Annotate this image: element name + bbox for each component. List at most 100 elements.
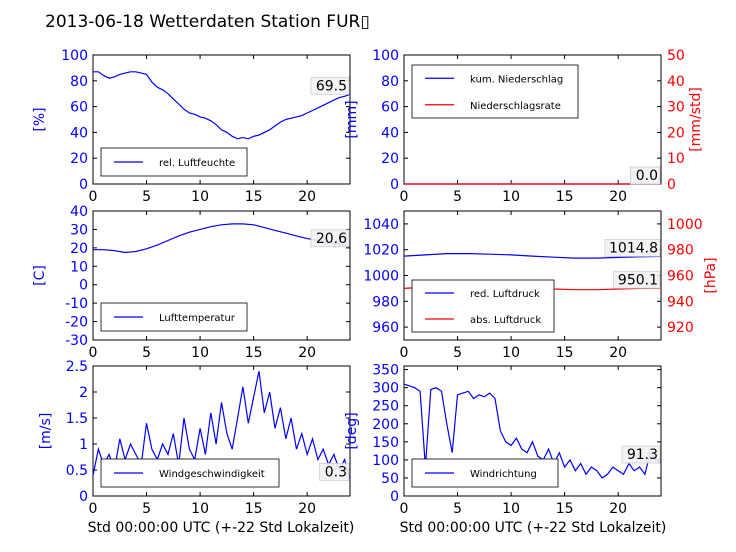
y2-tick-label: 40 [667, 74, 685, 90]
x-tick-label: 5 [453, 345, 462, 361]
y-tick-label: 960 [372, 320, 399, 336]
legend-entry: Niederschlagsrate [470, 101, 561, 112]
y-tick-label: 60 [381, 100, 399, 116]
x-tick-label: 0 [89, 189, 98, 205]
y-tick-label: 980 [372, 294, 399, 310]
x-tick-label: 20 [609, 501, 627, 517]
y-tick-label: 1040 [363, 217, 399, 233]
y-axis-label: [mm] [344, 100, 360, 138]
y-tick-label: 80 [381, 74, 399, 90]
y2-axis-label: [mm/std] [688, 87, 704, 152]
legend-entry: Lufttemperatur [159, 313, 236, 324]
x-tick-label: 10 [191, 501, 209, 517]
y-tick-label: 80 [70, 74, 88, 90]
legend-entry: abs. Luftdruck [470, 315, 541, 326]
x-tick-label: 0 [89, 345, 98, 361]
x-tick-label: 15 [245, 345, 263, 361]
x-tick-label: 0 [89, 501, 98, 517]
x-tick-label: 5 [453, 189, 462, 205]
last-value-label: 20.6 [316, 231, 347, 247]
legend-entry: rel. Luftfeuchte [159, 158, 235, 169]
y-axis-label: [C] [32, 265, 48, 286]
chart-panel-6: 0 5 10 15 20050100150200250300350[deg]91.3Wi… [344, 363, 662, 517]
legend: Windgeschwindigkeit [100, 458, 280, 488]
y-tick-label: 20 [381, 151, 399, 167]
x-tick-label: 15 [556, 501, 574, 517]
y-axis-label: [deg] [344, 412, 360, 449]
x-tick-label: 15 [556, 345, 574, 361]
last-value-label: 950.1 [618, 272, 658, 288]
x-tick-label: 10 [502, 345, 520, 361]
y2-tick-label: 10 [667, 151, 685, 167]
x-tick-label: 20 [609, 189, 627, 205]
legend-box [411, 64, 579, 119]
legend-entry: red. Luftdruck [470, 289, 540, 300]
x-tick-label: 5 [453, 501, 462, 517]
y-tick-label: 10 [70, 259, 88, 275]
x-tick-label: 5 [142, 189, 151, 205]
last-value-box [310, 76, 350, 95]
y2-tick-label: 960 [667, 269, 694, 285]
y2-tick-label: 0 [667, 177, 676, 193]
x-tick-label: 10 [502, 501, 520, 517]
chart-panel-2: 0 5 10 15 20 0 20 40 60 80 100 0 10 20 30 40 50 [mm] [mm/s… [344, 48, 704, 205]
y-tick-label: 350 [372, 363, 399, 379]
chart-panel-1: 0 5 10 15 20 0 20 40 60 80 100 [%] 69.5 rel. Luftfeuc… [32, 48, 351, 205]
y-tick-label: 0.5 [66, 463, 88, 479]
y-tick-label: 300 [372, 381, 399, 397]
y-tick-label: 250 [372, 399, 399, 415]
last-value-box [621, 445, 661, 464]
x-tick-label: 0 [400, 345, 409, 361]
x-tick-label: 15 [556, 189, 574, 205]
last-value-box [319, 462, 350, 481]
y-tick-label: 1 [79, 437, 88, 453]
x-tick-label: 20 [298, 501, 316, 517]
y2-tick-label: 20 [667, 125, 685, 141]
y-tick-label: 100 [372, 453, 399, 469]
y-tick-label: 100 [61, 48, 88, 64]
legend-box [411, 279, 555, 333]
last-value-box [604, 239, 661, 257]
last-value-box [630, 166, 661, 185]
y-tick-label: 20 [70, 241, 88, 257]
y-tick-label: 1000 [363, 269, 399, 285]
last-value-label: 0.0 [636, 168, 658, 184]
x-axis-label-right: Std 00:00:00 UTC (+-22 Std Lokalzeit) [400, 520, 667, 536]
series-line-1 [92, 371, 351, 481]
y-tick-label: 40 [70, 204, 88, 220]
y-tick-label: 40 [70, 125, 88, 141]
legend: rel. Luftfeuchte [100, 147, 248, 177]
y-tick-label: -10 [65, 296, 88, 312]
y2-tick-label: 940 [667, 294, 694, 310]
y-tick-label: 150 [372, 435, 399, 451]
figure-title: 2013-06-18 Wetterdaten Station FUR▯ [45, 12, 370, 32]
x-tick-label: 10 [191, 189, 209, 205]
legend: Windrichtung [411, 458, 559, 488]
legend-entry: kum. Niederschlag [470, 74, 563, 85]
y-tick-label: 30 [70, 222, 88, 238]
last-value-box [310, 229, 350, 248]
x-tick-label: 20 [298, 189, 316, 205]
y-tick-label: 100 [372, 48, 399, 64]
x-tick-label: 20 [298, 345, 316, 361]
x-tick-label: 5 [142, 501, 151, 517]
series-line-1 [93, 71, 351, 140]
last-value-label: 0.3 [325, 464, 347, 480]
legend: kum. Niederschlag Niederschlagsrate [411, 64, 579, 119]
x-tick-label: 15 [245, 189, 263, 205]
chart-panel-4: 0 5 10 15 20 960 980 1000 1020 1040 920 940 960 980 10… [363, 210, 719, 361]
x-axis-label-left: Std 00:00:00 UTC (+-22 Std Lokalzeit) [88, 520, 355, 536]
y-axis-label: [m/s] [38, 413, 54, 450]
legend: red. Luftdruck abs. Luftdruck [411, 279, 555, 333]
x-tick-label: 5 [142, 345, 151, 361]
last-value-box [613, 270, 661, 289]
y2-tick-label: 30 [667, 100, 685, 116]
series-line-1 [403, 383, 662, 479]
last-value-label: 91.3 [627, 447, 658, 463]
y-tick-label: 1.5 [66, 411, 88, 427]
x-tick-label: 10 [502, 189, 520, 205]
y-tick-label: 0 [390, 177, 399, 193]
y2-tick-label: 50 [667, 48, 685, 64]
legend: Lufttemperatur [100, 302, 248, 332]
